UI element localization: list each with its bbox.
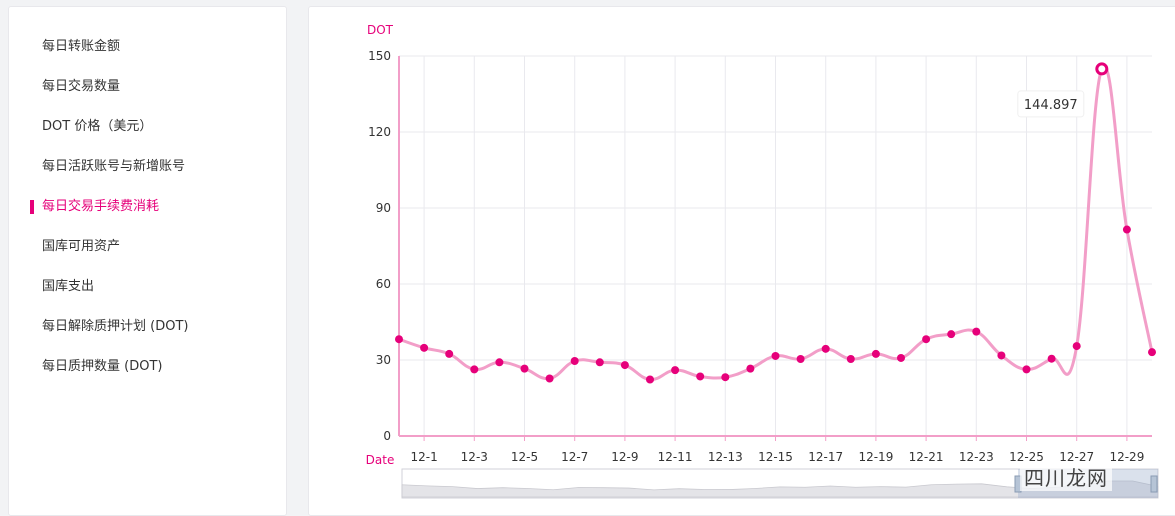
data-point[interactable]	[1072, 342, 1081, 351]
sidebar-item-label: 国库支出	[42, 279, 95, 294]
tooltip-box	[1017, 90, 1085, 118]
data-point[interactable]	[545, 374, 554, 383]
sidebar-item-label: 国库可用资产	[42, 239, 121, 254]
data-point[interactable]	[771, 351, 780, 360]
data-point[interactable]	[696, 372, 705, 381]
sidebar: 每日转账金额 每日交易数量 DOT 价格（美元） 每日活跃账号与新增账号 每日交易手续费…	[8, 6, 287, 516]
data-point[interactable]	[570, 357, 579, 366]
x-tick-label: 12-7	[561, 450, 588, 464]
y-tick-label: 120	[368, 125, 391, 139]
tooltip-value: 144.897	[1024, 98, 1078, 113]
data-point[interactable]	[1122, 225, 1131, 234]
sidebar-item-label: 每日转账金额	[42, 39, 121, 54]
data-point[interactable]	[671, 366, 680, 375]
sidebar-item-label: 每日解除质押计划 (DOT)	[42, 319, 189, 334]
y-tick-label: 0	[383, 429, 391, 443]
x-tick-label: 12-13	[708, 450, 743, 464]
data-point[interactable]	[420, 343, 429, 352]
sidebar-item-label: DOT 价格（美元）	[42, 119, 153, 134]
data-point[interactable]	[871, 349, 880, 358]
data-point[interactable]	[846, 354, 855, 363]
data-point[interactable]	[897, 353, 905, 362]
x-tick-label: 12-17	[808, 450, 843, 464]
x-axis-label: Date	[366, 453, 395, 467]
sidebar-item-3[interactable]: DOT 价格（美元）	[9, 115, 286, 139]
data-point[interactable]	[395, 335, 403, 344]
y-tick-label: 150	[368, 49, 391, 63]
watermark: 四川龙网	[1020, 462, 1112, 491]
x-tick-label: 12-27	[1059, 450, 1094, 464]
data-point[interactable]	[495, 358, 504, 367]
x-tick-label: 12-25	[1009, 450, 1044, 464]
data-point[interactable]	[821, 344, 830, 353]
sidebar-item-7[interactable]: 国库支出	[9, 275, 286, 299]
sidebar-item-label: 每日活跃账号与新增账号	[42, 159, 186, 174]
highlighted-data-point[interactable]	[1095, 62, 1109, 76]
data-point[interactable]	[972, 327, 981, 336]
sidebar-item-label: 每日交易数量	[42, 79, 121, 94]
x-tick-label: 12-29	[1109, 450, 1144, 464]
data-point[interactable]	[445, 349, 454, 358]
zoom-handle-right[interactable]	[1150, 475, 1158, 493]
data-point[interactable]	[1047, 354, 1056, 363]
sidebar-item-label: 每日质押数量 (DOT)	[42, 359, 163, 374]
sidebar-item-4[interactable]: 每日活跃账号与新增账号	[9, 155, 286, 179]
sidebar-item-9[interactable]: 每日质押数量 (DOT)	[9, 355, 286, 379]
x-tick-label: 12-19	[858, 450, 893, 464]
data-point[interactable]	[1022, 365, 1031, 374]
x-tick-label: 12-23	[959, 450, 994, 464]
sidebar-item-1[interactable]: 每日转账金额	[9, 35, 286, 59]
y-axis-label: DOT	[367, 23, 394, 37]
x-tick-label: 12-3	[461, 450, 488, 464]
data-point[interactable]	[947, 330, 956, 339]
data-point[interactable]	[1148, 348, 1156, 357]
sidebar-item-6[interactable]: 国库可用资产	[9, 235, 286, 259]
sidebar-item-label: 每日交易手续费消耗	[42, 199, 160, 214]
data-point[interactable]	[997, 351, 1006, 360]
data-point[interactable]	[646, 375, 654, 384]
data-point[interactable]	[746, 364, 755, 373]
data-point[interactable]	[620, 361, 629, 370]
data-point[interactable]	[922, 335, 931, 344]
y-tick-label: 90	[376, 201, 391, 215]
x-tick-label: 12-1	[410, 450, 437, 464]
x-tick-label: 12-15	[758, 450, 793, 464]
x-tick-label: 12-5	[511, 450, 538, 464]
active-marker	[30, 200, 34, 214]
x-tick-label: 12-21	[909, 450, 944, 464]
x-tick-label: 12-11	[658, 450, 693, 464]
x-tick-label: 12-9	[611, 450, 638, 464]
data-point[interactable]	[595, 358, 604, 367]
data-point[interactable]	[470, 365, 479, 374]
sidebar-item-2[interactable]: 每日交易数量	[9, 75, 286, 99]
y-tick-label: 60	[376, 277, 391, 291]
data-point[interactable]	[721, 373, 730, 382]
data-point[interactable]	[520, 364, 529, 373]
data-point[interactable]	[796, 354, 805, 363]
sidebar-item-5[interactable]: 每日交易手续费消耗	[9, 195, 286, 219]
sidebar-item-8[interactable]: 每日解除质押计划 (DOT)	[9, 315, 286, 339]
y-tick-label: 30	[376, 353, 391, 367]
